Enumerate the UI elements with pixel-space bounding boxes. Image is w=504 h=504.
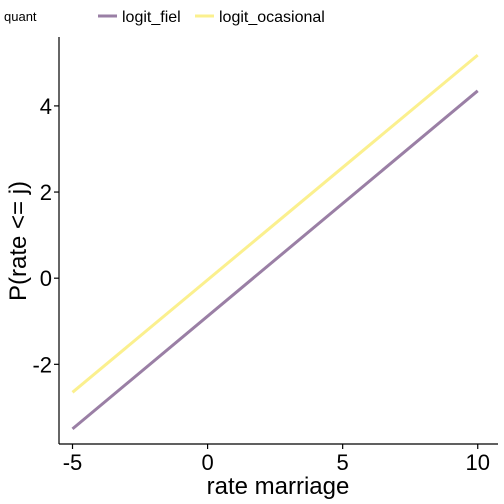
plot-area (71, 53, 479, 431)
y-tick-label: 2 (40, 180, 52, 205)
series-line-logit-ocasional (71, 53, 479, 394)
x-ticks: -5 0 5 10 (63, 444, 490, 475)
legend-label-logit-ocasional: logit_ocasional (219, 9, 325, 26)
x-tick-label: 0 (201, 450, 213, 475)
y-tick-label: -2 (32, 352, 52, 377)
legend-title: quant (4, 9, 37, 24)
series-line-logit-fiel (71, 89, 479, 431)
x-axis-title: rate marriage (207, 473, 350, 500)
legend: quant logit_fiel logit_ocasional (4, 9, 325, 26)
x-tick-label: 10 (465, 450, 489, 475)
y-tick-label: 4 (40, 94, 52, 119)
x-tick-label: -5 (63, 450, 83, 475)
y-ticks: -2 0 2 4 (32, 94, 59, 377)
y-tick-label: 0 (40, 266, 52, 291)
x-tick-label: 5 (337, 450, 349, 475)
y-axis-title: P(rate <= j) (5, 181, 32, 301)
legend-label-logit-fiel: logit_fiel (122, 9, 181, 26)
